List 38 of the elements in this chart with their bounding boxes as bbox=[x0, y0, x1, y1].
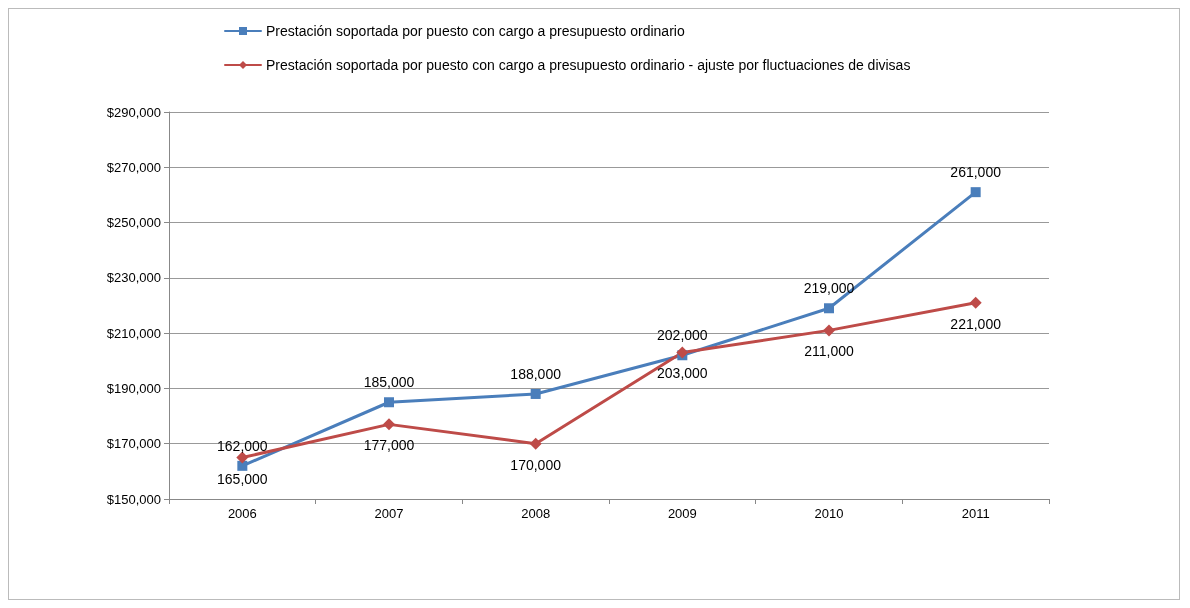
point bbox=[676, 346, 689, 359]
x-tick-label: 2010 bbox=[814, 506, 844, 521]
data-label: 162,000 bbox=[217, 437, 268, 454]
data-label: 261,000 bbox=[950, 164, 1002, 181]
point bbox=[530, 388, 541, 399]
data-label: 211,000 bbox=[804, 343, 854, 360]
data-label: 202,000 bbox=[657, 327, 708, 344]
legend-label: Prestación soportada por puesto con cargo a presupuesto ordinario - ajuste por fluctuaciones de divisas bbox=[266, 57, 911, 73]
x-tick-label: 2011 bbox=[961, 506, 990, 521]
data-label: 165,000 bbox=[217, 470, 268, 487]
y-tick-label: $230,000 bbox=[106, 270, 161, 286]
y-tick-label: $150,000 bbox=[106, 491, 161, 507]
point bbox=[384, 397, 394, 408]
y-tick-label: $210,000 bbox=[106, 325, 161, 341]
x-tick-label: 2007 bbox=[374, 506, 404, 521]
y-tick-label: $270,000 bbox=[106, 159, 161, 175]
y-tick-label: $170,000 bbox=[106, 436, 161, 452]
point bbox=[824, 303, 834, 314]
data-label: 170,000 bbox=[510, 456, 562, 473]
point bbox=[970, 187, 981, 198]
point bbox=[969, 296, 982, 309]
legend-label: Prestación soportada por puesto con cargo a presupuesto ordinario bbox=[266, 23, 685, 39]
y-tick-label: $290,000 bbox=[106, 104, 161, 120]
x-tick-label: 2008 bbox=[521, 506, 551, 521]
data-label: 221,000 bbox=[950, 315, 1002, 332]
point bbox=[823, 324, 835, 337]
point bbox=[383, 418, 395, 431]
y-tick-label: $250,000 bbox=[106, 215, 161, 231]
data-label: 185,000 bbox=[363, 374, 415, 391]
x-tick-label: 2009 bbox=[667, 506, 697, 521]
data-label: 203,000 bbox=[657, 365, 708, 382]
point bbox=[237, 460, 248, 471]
data-label: 188,000 bbox=[510, 365, 562, 382]
data-label: 219,000 bbox=[803, 280, 855, 297]
y-tick-label: $190,000 bbox=[106, 380, 161, 396]
point bbox=[529, 437, 542, 450]
x-tick-label: 2006 bbox=[227, 506, 257, 521]
data-label: 177,000 bbox=[363, 437, 415, 454]
